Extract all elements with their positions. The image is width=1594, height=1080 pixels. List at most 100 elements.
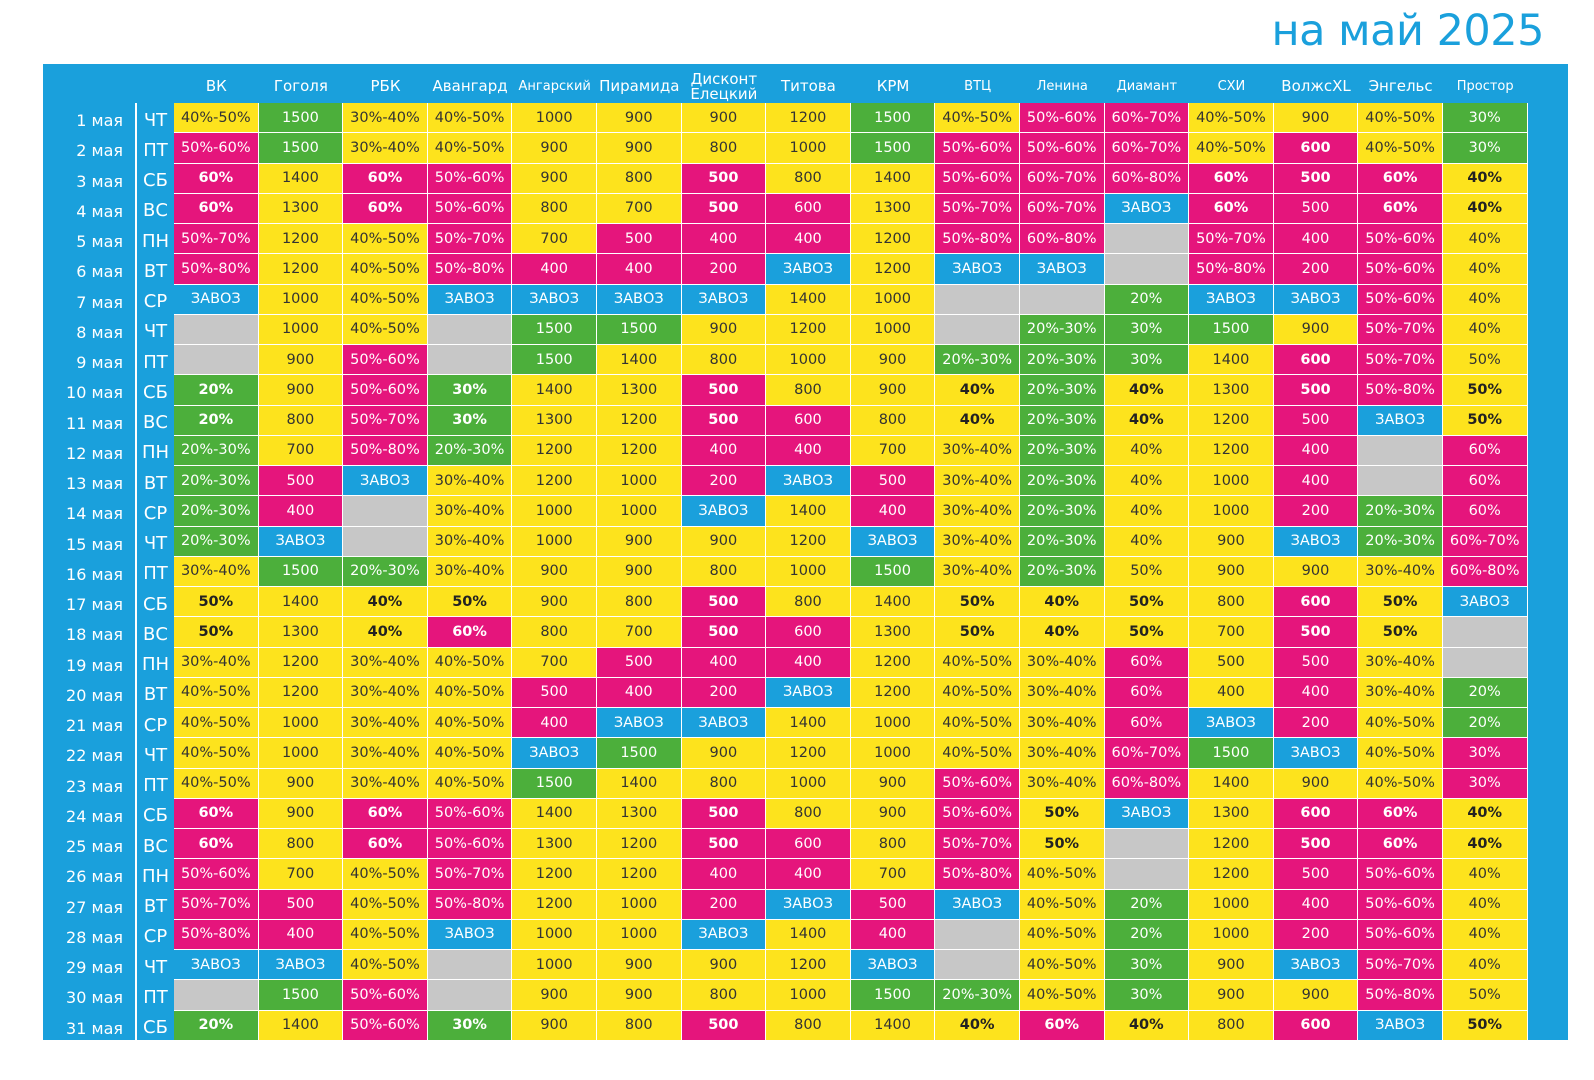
schedule-cell: 1500	[258, 133, 344, 164]
schedule-cell: 800	[1189, 1010, 1274, 1041]
schedule-cell: 800	[766, 163, 851, 194]
schedule-cell: 40%	[1442, 859, 1528, 890]
schedule-cell: 900	[850, 798, 936, 829]
schedule-cell: 800	[766, 587, 851, 618]
schedule-cell: 1200	[766, 314, 851, 345]
schedule-cell: 800	[596, 163, 682, 194]
schedule-cell: 40%	[1019, 587, 1105, 618]
row-date: 9 мая	[76, 353, 123, 373]
schedule-cell: 900	[1189, 950, 1274, 981]
schedule-cell: ЗАВОЗ	[258, 950, 344, 981]
row-weekday: ВС	[135, 829, 174, 860]
schedule-cell: 900	[512, 587, 597, 618]
schedule-cell: 1500	[258, 556, 344, 587]
schedule-cell: 400	[681, 859, 767, 890]
schedule-cell: 40%	[343, 617, 428, 648]
schedule-cell: 60%	[1358, 798, 1443, 829]
schedule-cell: 400	[766, 435, 851, 466]
row-date: 27 мая	[66, 897, 123, 917]
schedule-cell: 60%	[174, 193, 259, 224]
schedule-cell: 20%-30%	[343, 556, 428, 587]
schedule-cell: 1400	[258, 163, 344, 194]
row-weekday: ПН	[135, 859, 174, 890]
schedule-cell: ЗАВОЗ	[850, 526, 936, 557]
schedule-cell: ЗАВОЗ	[935, 254, 1020, 285]
schedule-cell: 1000	[258, 284, 344, 315]
column-header: Энгельс	[1368, 77, 1433, 95]
schedule-cell: ЗАВОЗ	[681, 284, 767, 315]
schedule-cell: 60%	[1189, 193, 1274, 224]
schedule-cell: 400	[766, 224, 851, 255]
schedule-cell	[427, 314, 513, 345]
schedule-cell: 50%-60%	[935, 163, 1020, 194]
schedule-cell: 50%-60%	[1358, 919, 1443, 950]
schedule-cell: 40%-50%	[1358, 103, 1443, 134]
schedule-cell: ЗАВОЗ	[1104, 798, 1190, 829]
schedule-cell: ЗАВОЗ	[1273, 526, 1359, 557]
schedule-cell: 60%	[1442, 496, 1528, 527]
schedule-cell: 1400	[512, 375, 597, 406]
schedule-cell: 900	[258, 375, 344, 406]
schedule-cell: 900	[258, 768, 344, 799]
schedule-cell: 30%-40%	[935, 526, 1020, 557]
schedule-cell: 1500	[512, 768, 597, 799]
schedule-cell: 40%-50%	[427, 103, 513, 134]
row-weekday: ПТ	[135, 980, 174, 1011]
schedule-cell: 50%-60%	[935, 798, 1020, 829]
schedule-cell: 40%	[935, 405, 1020, 436]
row-date: 5 мая	[76, 232, 123, 252]
schedule-cell: 500	[1273, 617, 1359, 648]
schedule-cell: 500	[1273, 163, 1359, 194]
schedule-cell: 400	[596, 254, 682, 285]
row-date: 16 мая	[66, 564, 123, 584]
schedule-cell: 40%-50%	[1019, 859, 1105, 890]
schedule-cell: 50%-60%	[1358, 284, 1443, 315]
schedule-cell: 1000	[1189, 496, 1274, 527]
row-weekday: ПТ	[135, 556, 174, 587]
schedule-cell: 700	[512, 647, 597, 678]
schedule-cell: 50%	[1358, 617, 1443, 648]
row-weekday: ВС	[135, 617, 174, 648]
schedule-cell: 1500	[596, 314, 682, 345]
schedule-cell: 50%-60%	[1358, 889, 1443, 920]
schedule-cell: 500	[850, 466, 936, 497]
schedule-cell: 30%-40%	[343, 708, 428, 739]
schedule-cell: 1500	[850, 133, 936, 164]
schedule-cell: 50%	[1442, 405, 1528, 436]
schedule-cell: 50%	[935, 617, 1020, 648]
schedule-cell: 40%	[1104, 526, 1190, 557]
schedule-cell: 1200	[258, 224, 344, 255]
schedule-cell: 1200	[596, 405, 682, 436]
row-date: 25 мая	[66, 837, 123, 857]
schedule-cell: 500	[681, 617, 767, 648]
schedule-cell: 500	[1273, 405, 1359, 436]
schedule-cell: 50%-80%	[427, 254, 513, 285]
schedule-cell: 50%-80%	[1358, 980, 1443, 1011]
column-header: Пирамида	[599, 77, 680, 95]
schedule-cell: 40%	[935, 1010, 1020, 1041]
schedule-cell: 600	[766, 617, 851, 648]
schedule-cell: 20%-30%	[935, 980, 1020, 1011]
schedule-cell: 40%-50%	[935, 708, 1020, 739]
schedule-cell: 60%-80%	[1442, 556, 1528, 587]
schedule-cell: 40%-50%	[1019, 980, 1105, 1011]
schedule-cell: 1300	[850, 193, 936, 224]
schedule-cell: 1200	[766, 103, 851, 134]
schedule-cell: 800	[258, 405, 344, 436]
schedule-cell: 1300	[596, 375, 682, 406]
schedule-cell: 900	[596, 526, 682, 557]
schedule-cell: ЗАВОЗ	[343, 466, 428, 497]
schedule-cell: 60%	[1104, 647, 1190, 678]
schedule-cell: 900	[850, 375, 936, 406]
schedule-cell: 60%	[427, 617, 513, 648]
schedule-cell: 1200	[766, 526, 851, 557]
schedule-cell: 20%-30%	[1019, 466, 1105, 497]
row-weekday: СБ	[135, 587, 174, 618]
schedule-cell: 50%-70%	[1358, 314, 1443, 345]
schedule-cell: 20%-30%	[1358, 496, 1443, 527]
schedule-cell: 900	[596, 556, 682, 587]
schedule-cell: 800	[681, 556, 767, 587]
schedule-cell: 50%-80%	[1189, 254, 1274, 285]
schedule-cell: 500	[681, 375, 767, 406]
schedule-cell: 30%	[1442, 103, 1528, 134]
